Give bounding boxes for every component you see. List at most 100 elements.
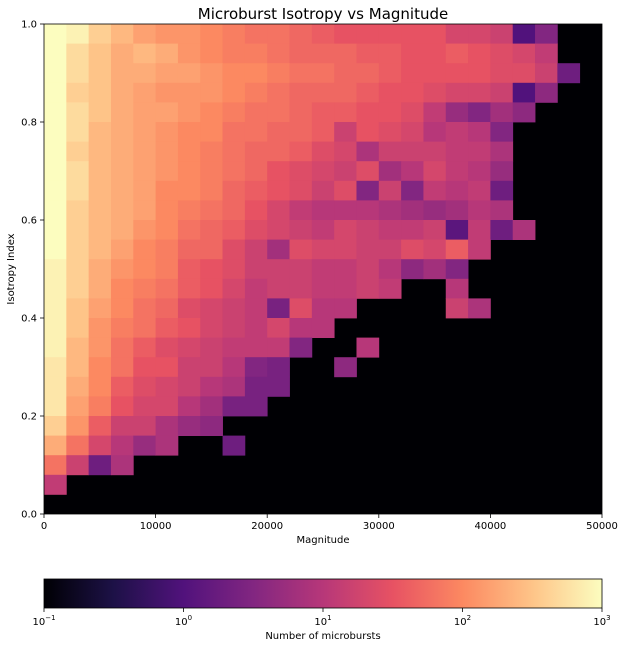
heatmap-cell	[133, 141, 156, 162]
heatmap-cell	[222, 357, 246, 378]
heatmap-cell	[445, 220, 469, 240]
heatmap-cell	[155, 278, 179, 299]
heatmap-cell	[289, 239, 313, 260]
heatmap-cell	[222, 200, 246, 221]
heatmap-cell	[423, 180, 447, 201]
heatmap-cell	[244, 141, 268, 162]
heatmap-cell	[289, 24, 313, 44]
heatmap-cell	[334, 63, 357, 84]
heatmap-cell	[267, 298, 290, 319]
heatmap-cell	[177, 278, 201, 299]
heatmap-cell	[267, 337, 290, 358]
heatmap-cell	[66, 435, 90, 456]
heatmap-cell	[468, 102, 491, 123]
heatmap-cell	[289, 122, 313, 142]
heatmap-cell	[311, 122, 335, 142]
heatmap-cell	[155, 180, 179, 201]
heatmap-cell	[133, 376, 156, 397]
heatmap-cell	[423, 200, 447, 221]
heatmap-cell	[356, 24, 380, 44]
heatmap-cell	[110, 278, 134, 299]
heatmap-cell	[267, 82, 290, 103]
heatmap-cell	[445, 141, 469, 162]
heatmap-cell	[200, 122, 223, 142]
y-tick-label: 0.6	[21, 216, 37, 227]
heatmap-cell	[44, 43, 67, 64]
x-tick-label: 50000	[586, 521, 618, 532]
heatmap-cell	[311, 63, 335, 84]
heatmap-cell	[88, 82, 112, 103]
heatmap-cell	[490, 122, 514, 142]
heatmap-cell	[401, 24, 424, 44]
heatmap-cell	[244, 376, 268, 397]
heatmap-cell	[356, 200, 380, 221]
heatmap-cell	[311, 298, 335, 319]
heatmap-cell	[155, 141, 179, 162]
heatmap-cell	[311, 180, 335, 201]
heatmap-cell	[401, 220, 424, 240]
heatmap-cell	[155, 376, 179, 397]
heatmap-cell	[267, 43, 290, 64]
heatmap-cell	[88, 161, 112, 182]
y-axis-label: Isotropy Index	[6, 233, 17, 304]
heatmap-cell	[66, 337, 90, 358]
heatmap-cell	[66, 24, 90, 44]
heatmap-cell	[155, 318, 179, 338]
heatmap-cell	[222, 82, 246, 103]
heatmap-cell	[468, 43, 491, 64]
heatmap-cell	[222, 259, 246, 280]
heatmap-cell	[133, 337, 156, 358]
heatmap-cell	[334, 298, 357, 319]
heatmap-cell	[490, 43, 514, 64]
heatmap-cell	[356, 220, 380, 240]
heatmap-cell	[110, 416, 134, 436]
heatmap-cell	[401, 122, 424, 142]
colorbar-tick-label: 102	[454, 614, 471, 628]
heatmap-cell	[445, 200, 469, 221]
heatmap-cell	[133, 416, 156, 436]
heatmap-cell	[66, 63, 90, 84]
heatmap-cell	[177, 259, 201, 280]
heatmap-cell	[66, 200, 90, 221]
heatmap-cell	[356, 102, 380, 123]
heatmap-cell	[88, 220, 112, 240]
heatmap-cell	[88, 396, 112, 417]
heatmap-cell	[44, 180, 67, 201]
heatmap	[44, 24, 602, 514]
heatmap-cell	[44, 63, 67, 84]
heatmap-cell	[66, 239, 90, 260]
heatmap-cell	[88, 376, 112, 397]
heatmap-cell	[177, 141, 201, 162]
heatmap-cell	[244, 220, 268, 240]
heatmap-cell	[44, 239, 67, 260]
heatmap-cell	[44, 474, 67, 495]
heatmap-cell	[244, 43, 268, 64]
heatmap-cell	[356, 259, 380, 280]
heatmap-cell	[490, 63, 514, 84]
heatmap-cell	[423, 161, 447, 182]
heatmap-cell	[155, 63, 179, 84]
heatmap-cell	[66, 396, 90, 417]
y-tick-label: 1.0	[21, 20, 37, 31]
heatmap-cell	[356, 337, 380, 358]
heatmap-cell	[311, 82, 335, 103]
heatmap-cell	[155, 396, 179, 417]
heatmap-cell	[401, 180, 424, 201]
heatmap-cell	[334, 24, 357, 44]
heatmap-cell	[401, 161, 424, 182]
heatmap-cell	[334, 102, 357, 123]
heatmap-cell	[244, 318, 268, 338]
heatmap-cell	[334, 43, 357, 64]
heatmap-cell	[177, 102, 201, 123]
heatmap-cell	[289, 82, 313, 103]
heatmap-cell	[44, 416, 67, 436]
heatmap-cell	[356, 161, 380, 182]
heatmap-cell	[200, 200, 223, 221]
heatmap-cell	[133, 357, 156, 378]
heatmap-cell	[490, 141, 514, 162]
heatmap-cell	[200, 220, 223, 240]
heatmap-cell	[88, 337, 112, 358]
heatmap-cell	[88, 416, 112, 436]
heatmap-cell	[311, 43, 335, 64]
